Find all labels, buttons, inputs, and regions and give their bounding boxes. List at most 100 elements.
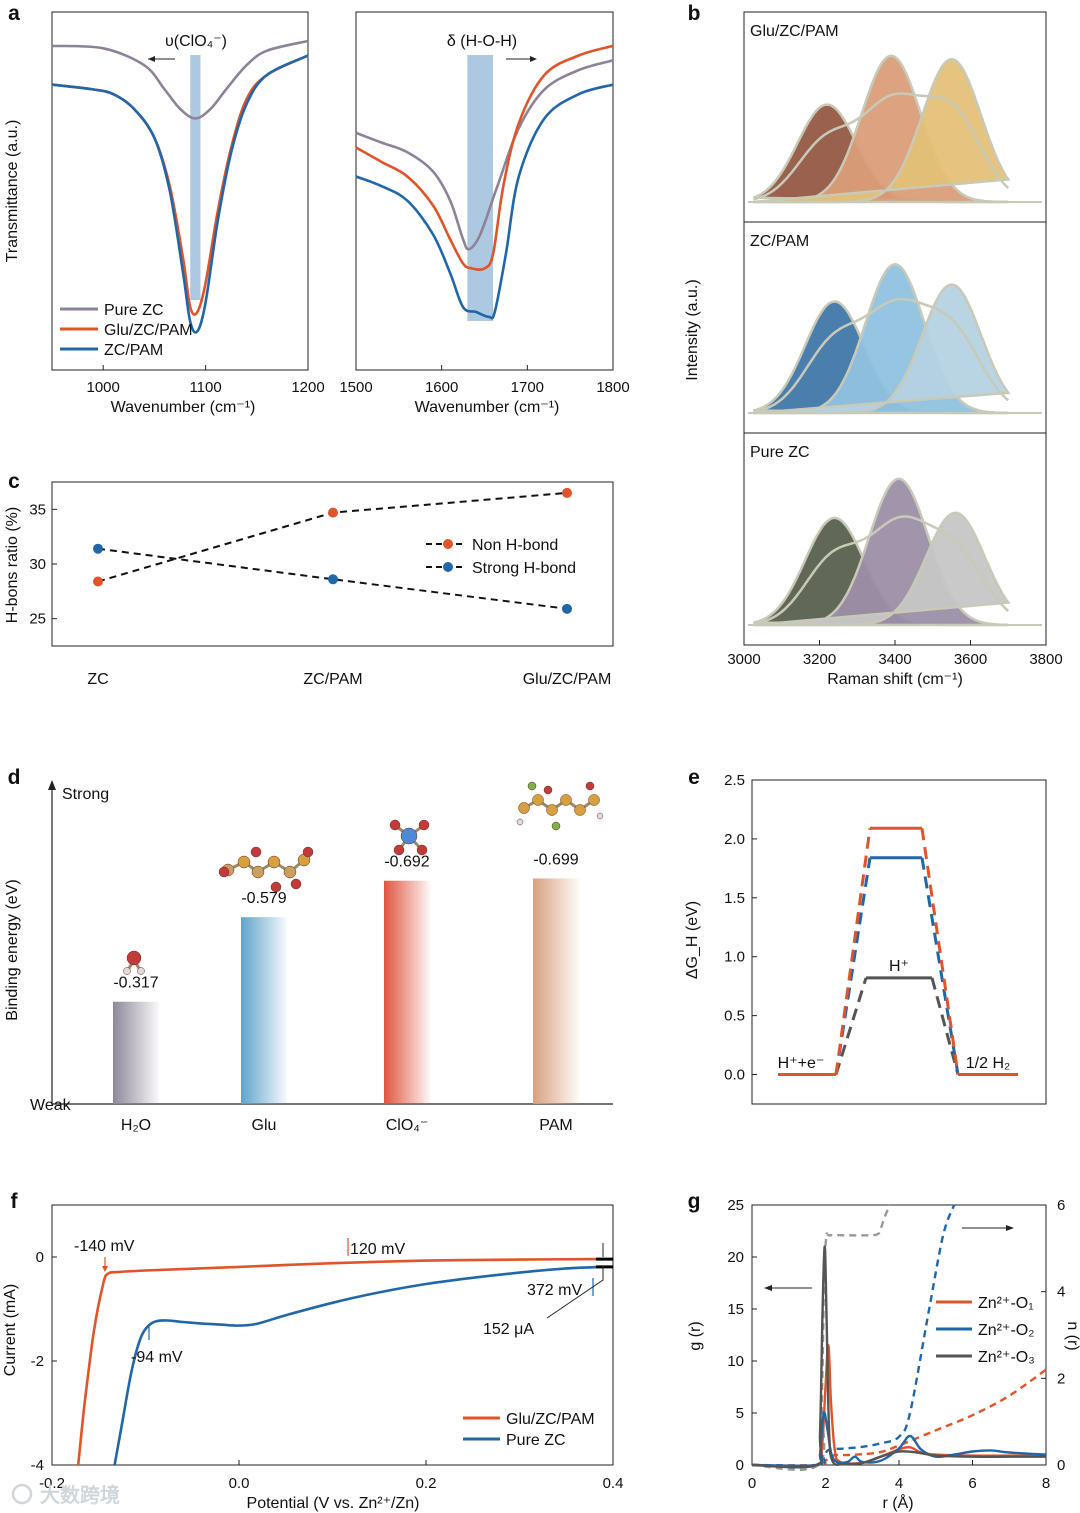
annotation-f: -140 mV — [74, 1238, 135, 1255]
legend-marker — [443, 539, 453, 549]
annotation-clo4: υ(ClO₄⁻) — [165, 33, 227, 50]
y-tick-label: 1.5 — [724, 890, 745, 907]
category-label: ZC — [87, 671, 108, 688]
x-tick-label: 6 — [968, 1475, 976, 1492]
y-axis-arrow-d — [48, 780, 56, 790]
annotation-hoh: δ (H-O-H) — [447, 33, 517, 50]
x-tick-label: 3400 — [878, 651, 911, 668]
transition-dash-e — [834, 857, 872, 1075]
panel-label-b: b — [688, 2, 701, 25]
panel-label-g: g — [688, 1190, 701, 1213]
y-axis-label-g: g (r) — [687, 1321, 704, 1350]
bar-2 — [384, 880, 430, 1104]
x-axis-label-g: r (Å) — [882, 1493, 913, 1512]
y-tick-label: 30 — [29, 556, 46, 573]
annotation-f: 152 μA — [483, 1321, 534, 1338]
bar-1 — [241, 917, 287, 1104]
y2-tick-label: 6 — [1057, 1197, 1065, 1214]
series-line-a-left-0 — [51, 39, 309, 120]
category-label: PAM — [539, 1117, 572, 1134]
bar-value-label: -0.699 — [533, 851, 578, 868]
y-tick-label: 5 — [736, 1405, 744, 1422]
strong-label: Strong — [62, 786, 109, 803]
watermark-text: 大数跨境 — [40, 1483, 120, 1507]
series-line-a-right-1 — [355, 44, 614, 271]
subpanel-title: Glu/ZC/PAM — [750, 23, 839, 40]
y2-tick-label: 0 — [1057, 1457, 1065, 1474]
rdf-line-g-2 — [751, 1245, 1046, 1469]
legend-marker — [443, 562, 453, 572]
molecule-atom — [123, 967, 131, 975]
molecule-atom — [585, 781, 595, 791]
data-point-c — [93, 543, 103, 554]
molecule-atom — [532, 794, 544, 806]
clo4-molecule-icon — [400, 827, 418, 845]
category-label: ClO₄⁻ — [386, 1117, 429, 1134]
data-point-c — [328, 507, 338, 518]
molecule-atom — [302, 846, 314, 858]
y-tick-label: 2.5 — [724, 772, 745, 789]
y-tick-label: 25 — [29, 611, 46, 628]
series-line-a-right-2 — [355, 83, 614, 320]
watermark-logo-icon — [11, 1483, 33, 1505]
x-axis-label-a-right: Wavenumber (cm⁻¹) — [415, 399, 560, 416]
envelope-1 — [753, 297, 1010, 413]
x-tick-label: -0.2 — [39, 1475, 65, 1492]
y-axis-label-a: Transmittance (a.u.) — [4, 120, 21, 263]
envelope-0 — [753, 92, 1010, 201]
molecule-atom — [588, 794, 600, 806]
glu-molecule-icon — [218, 866, 230, 878]
x-tick-label: 3800 — [1029, 651, 1062, 668]
rdf-line-g-1 — [751, 1410, 1047, 1467]
panel-label-c: c — [8, 470, 20, 493]
x-tick-label: 0.2 — [416, 1475, 437, 1492]
envelope-2 — [753, 515, 1010, 625]
y-tick-label: 0.0 — [724, 1067, 745, 1084]
molecule-atom — [518, 802, 530, 814]
y2-tick-label: 2 — [1057, 1370, 1065, 1387]
data-point-c — [562, 487, 572, 498]
cumulative-line-g-2 — [751, 1204, 891, 1471]
y2-tick-label: 4 — [1057, 1284, 1065, 1301]
band-hoh — [467, 55, 494, 321]
y-tick-label: 35 — [29, 501, 46, 518]
x-tick-label: 0.0 — [229, 1475, 250, 1492]
legend-label: Glu/ZC/PAM — [506, 1411, 595, 1428]
legend-label: ZC/PAM — [104, 342, 163, 359]
cumulative-line-g-1 — [751, 1204, 956, 1467]
legend-label: Non H-bond — [472, 537, 558, 554]
plot-frame-a-left — [51, 11, 309, 371]
y-axis-label-b: Intensity (a.u.) — [684, 279, 701, 380]
y2-axis-label-g: n (r) — [1064, 1321, 1080, 1350]
legend-label: Zn²⁺-O₃ — [978, 1349, 1035, 1366]
transition-dash-e — [834, 977, 868, 1075]
molecule-atom — [418, 819, 430, 831]
y-tick-label: 10 — [727, 1353, 744, 1370]
data-point-c — [328, 574, 338, 585]
y-tick-label: 1.0 — [724, 949, 745, 966]
bar-3 — [533, 878, 579, 1104]
x-tick-label: 2 — [821, 1475, 829, 1492]
x-tick-label: 1800 — [596, 379, 629, 396]
legend-label: Pure ZC — [506, 1432, 566, 1449]
series-line-c-1 — [97, 547, 568, 610]
molecule-atom — [551, 821, 561, 831]
molecule-atom — [546, 804, 558, 816]
molecule-atom — [290, 878, 302, 890]
x-tick-label: 3000 — [727, 651, 760, 668]
bar-value-label: -0.317 — [113, 975, 158, 992]
molecule-atom — [270, 881, 282, 893]
water-molecule-icon — [126, 950, 142, 966]
panel-label-d: d — [8, 766, 21, 789]
x-tick-label: 3200 — [803, 651, 836, 668]
y-tick-label: 0.5 — [724, 1008, 745, 1025]
annotation-f: -94 mV — [131, 1349, 183, 1366]
panel-label-a: a — [8, 2, 20, 25]
y-axis-label-f: Current (mA) — [2, 1284, 19, 1376]
legend-label: Zn²⁺-O₂ — [978, 1322, 1034, 1339]
molecule-atom — [543, 785, 553, 795]
molecule-atom — [389, 819, 401, 831]
category-label: ZC/PAM — [303, 671, 362, 688]
y-tick-label: 0 — [736, 1457, 744, 1474]
plot-frame-f — [51, 1204, 614, 1466]
